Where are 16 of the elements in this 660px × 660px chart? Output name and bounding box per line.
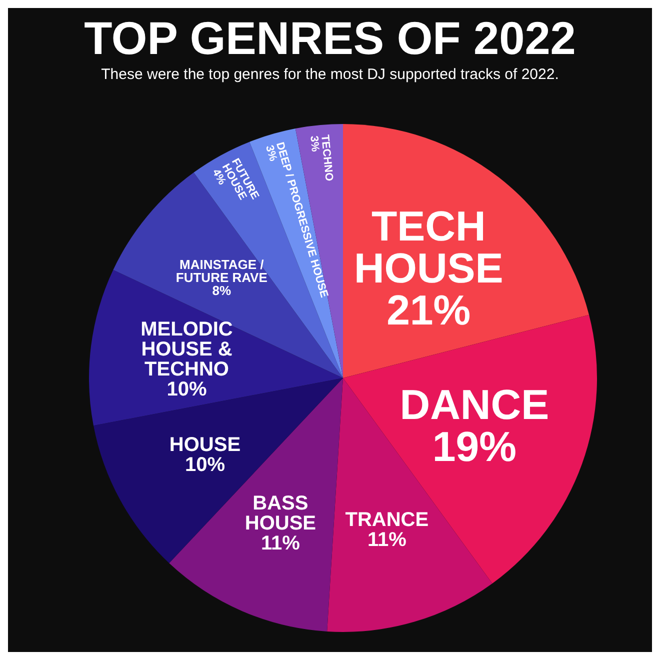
chart-title: TOP GENRES OF 2022 [83, 11, 577, 64]
pie-slice [94, 378, 343, 564]
data-label: 11% [367, 529, 407, 552]
data-label: 8% [212, 283, 232, 298]
slice-label: TRANCE [345, 509, 429, 532]
slice-label: BASS HOUSE [244, 492, 316, 535]
data-label: 10% [184, 454, 226, 476]
data-label: 10% [166, 378, 207, 400]
slice-label: MELODIC HOUSE & TECHNO [140, 318, 233, 380]
slice-label: HOUSE [169, 434, 241, 456]
data-label: 3% [308, 135, 322, 152]
slice-label: MAINSTAGE / FUTURE RAVE [176, 257, 268, 286]
slice-label: TECHNO [318, 134, 335, 182]
pie-slice [169, 378, 343, 632]
chart-subtitle: These were the top genres for the most DJ supported tracks of 2022. [100, 66, 560, 83]
data-label: 11% [260, 532, 300, 555]
